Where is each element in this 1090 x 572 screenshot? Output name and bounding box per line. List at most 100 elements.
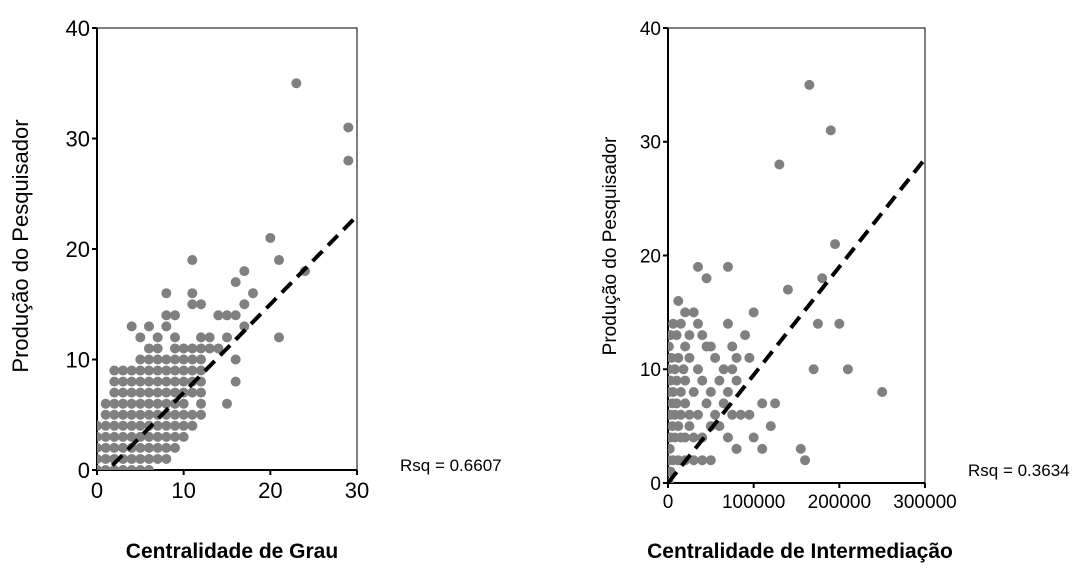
data-point bbox=[196, 409, 206, 420]
data-point bbox=[109, 365, 120, 376]
data-point bbox=[170, 343, 180, 354]
data-point bbox=[144, 343, 154, 354]
data-point bbox=[877, 387, 888, 397]
data-point bbox=[100, 409, 111, 420]
data-point bbox=[265, 232, 276, 243]
data-point bbox=[126, 453, 137, 464]
data-point bbox=[222, 332, 232, 343]
data-point bbox=[692, 318, 703, 329]
data-point bbox=[152, 442, 163, 453]
data-point bbox=[170, 310, 180, 321]
data-point bbox=[135, 431, 146, 442]
data-point bbox=[100, 420, 111, 431]
x-tick-label: 0 bbox=[663, 492, 674, 513]
data-point bbox=[187, 387, 198, 398]
data-point bbox=[757, 443, 768, 454]
x-axis-label: Centralidade de Grau bbox=[126, 540, 338, 563]
data-point bbox=[196, 299, 206, 310]
data-point bbox=[222, 398, 232, 409]
data-point bbox=[152, 453, 163, 464]
plot-frame bbox=[667, 27, 926, 484]
data-point bbox=[161, 387, 172, 398]
data-point bbox=[688, 387, 699, 397]
data-point bbox=[697, 330, 708, 341]
data-point bbox=[100, 465, 111, 470]
data-point bbox=[722, 432, 733, 443]
data-point bbox=[673, 352, 684, 363]
rsq-annotation: Rsq = 0.3634 bbox=[968, 461, 1070, 480]
data-point bbox=[187, 420, 198, 431]
data-point bbox=[170, 376, 180, 387]
chart-centralidade-de-grau: 0 10 20 30 40 0 10 20 30 Produção do Pesquisador C… bbox=[8, 16, 502, 563]
y-tick-label: 10 bbox=[66, 347, 90, 372]
data-point bbox=[126, 376, 137, 387]
data-point bbox=[187, 343, 198, 354]
data-point bbox=[109, 398, 120, 409]
data-point bbox=[152, 332, 163, 343]
data-point bbox=[804, 79, 815, 90]
data-point bbox=[109, 442, 120, 453]
data-point bbox=[135, 442, 146, 453]
data-point bbox=[178, 420, 189, 431]
data-point bbox=[135, 453, 146, 464]
x-tick-label: 300000 bbox=[893, 492, 956, 513]
data-point bbox=[668, 341, 674, 352]
data-point bbox=[144, 409, 154, 420]
data-point bbox=[178, 354, 189, 365]
x-tick-label: 0 bbox=[91, 478, 103, 503]
data-point bbox=[161, 431, 172, 442]
data-point bbox=[100, 398, 111, 409]
data-point bbox=[230, 376, 241, 387]
data-point bbox=[118, 409, 128, 420]
data-point bbox=[97, 420, 102, 431]
data-point bbox=[135, 420, 146, 431]
y-tick-label: 20 bbox=[640, 246, 661, 267]
scatter-points bbox=[97, 78, 354, 470]
x-tick-label: 30 bbox=[345, 478, 369, 503]
data-point bbox=[144, 387, 154, 398]
data-point bbox=[135, 354, 146, 365]
data-point bbox=[673, 455, 684, 466]
data-point bbox=[834, 318, 845, 329]
data-point bbox=[152, 343, 163, 354]
data-point bbox=[135, 365, 146, 376]
data-point bbox=[842, 364, 853, 375]
data-point bbox=[680, 375, 691, 386]
data-point bbox=[718, 364, 729, 375]
y-axis-label: Produção do Pesquisador bbox=[8, 119, 33, 372]
data-point bbox=[795, 443, 806, 454]
data-point bbox=[675, 318, 686, 329]
data-point bbox=[774, 159, 785, 170]
x-tick-label: 200000 bbox=[808, 492, 871, 513]
data-point bbox=[170, 420, 180, 431]
data-point bbox=[727, 341, 738, 352]
data-point bbox=[118, 465, 128, 470]
data-point bbox=[100, 431, 111, 442]
data-point bbox=[248, 288, 258, 299]
data-point bbox=[109, 465, 120, 470]
data-point bbox=[109, 420, 120, 431]
data-point bbox=[718, 398, 729, 409]
data-point bbox=[668, 318, 679, 329]
data-point bbox=[152, 387, 163, 398]
data-point bbox=[187, 409, 198, 420]
data-point bbox=[213, 310, 224, 321]
data-point bbox=[722, 261, 733, 272]
data-point bbox=[710, 409, 721, 420]
data-point bbox=[161, 310, 172, 321]
data-point bbox=[144, 398, 154, 409]
data-point bbox=[187, 354, 198, 365]
data-point bbox=[170, 365, 180, 376]
data-point bbox=[118, 387, 128, 398]
data-point bbox=[161, 420, 172, 431]
data-point bbox=[680, 341, 691, 352]
data-point bbox=[97, 453, 102, 464]
data-point bbox=[744, 352, 755, 363]
data-point bbox=[126, 431, 137, 442]
data-point bbox=[817, 273, 828, 284]
data-point bbox=[830, 239, 841, 250]
data-point bbox=[748, 432, 759, 443]
data-point bbox=[100, 442, 111, 453]
data-point bbox=[697, 375, 708, 386]
data-point bbox=[196, 354, 206, 365]
